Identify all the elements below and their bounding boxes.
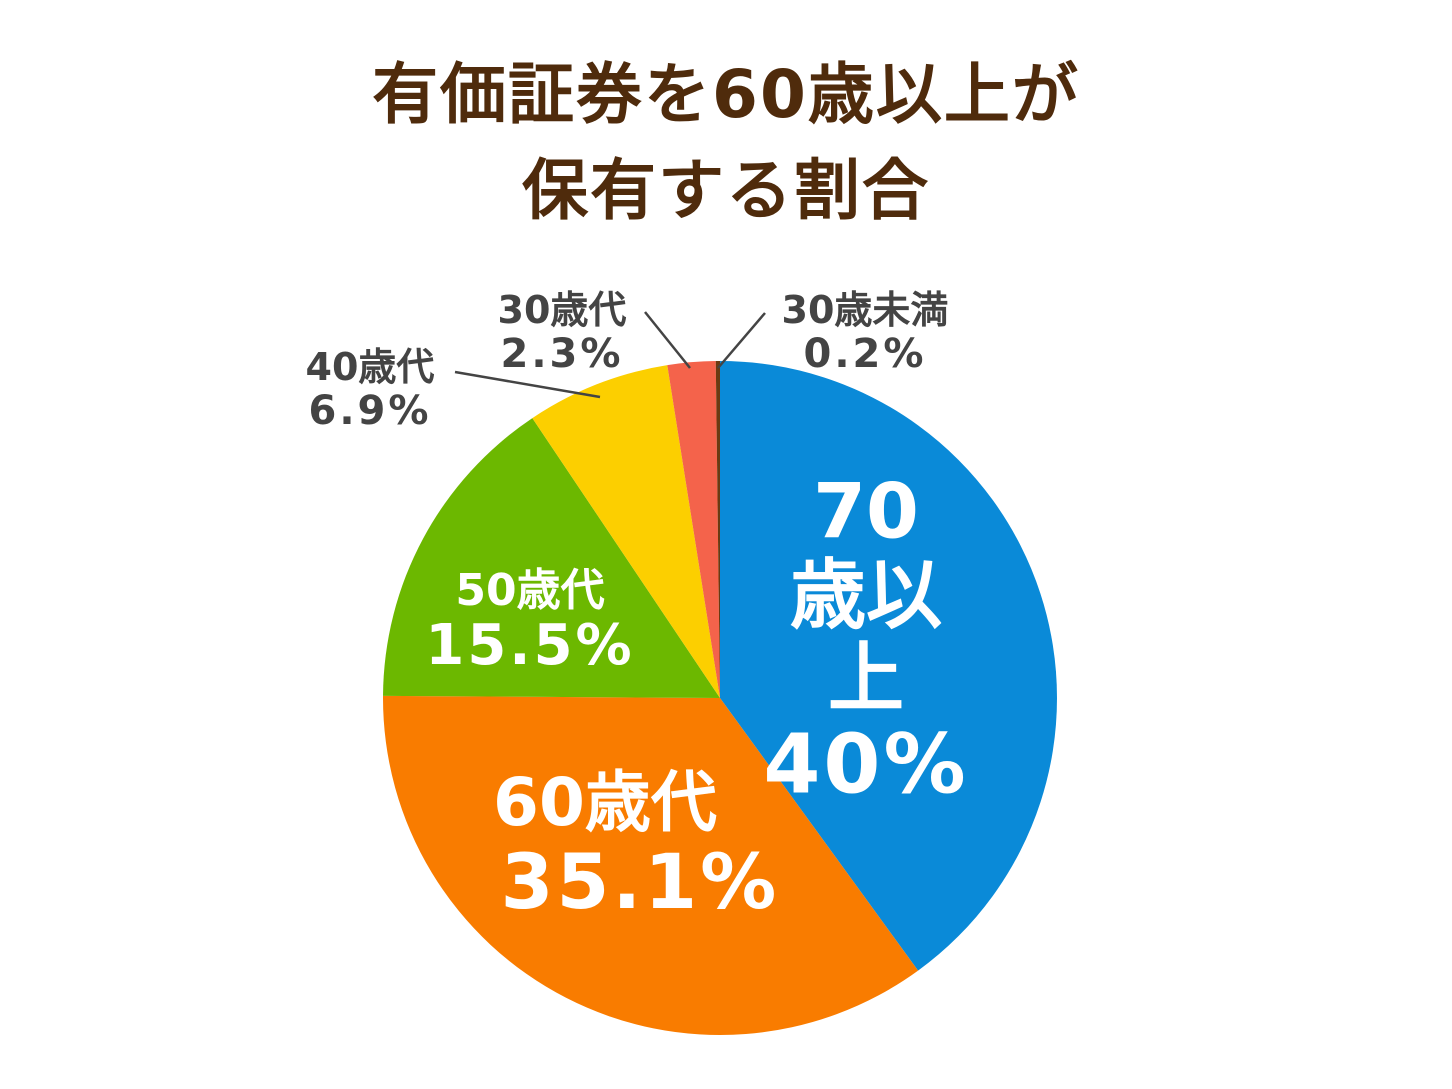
pie-slice <box>382 695 919 1035</box>
value-label: 35.1% <box>500 836 780 926</box>
slice-label: 50歳代 15.5% <box>420 565 640 679</box>
slice-label: 40歳代 6.9% <box>275 345 465 434</box>
pie-slice <box>667 361 720 698</box>
chart-title: 有価証券を60歳以上が <box>372 56 1080 133</box>
leader-line <box>644 311 691 369</box>
value-label: 2.3% <box>500 330 624 377</box>
slice-label: 70歳以上 40% <box>763 466 969 813</box>
value-label: 40% <box>763 717 969 813</box>
leader-line <box>454 370 601 399</box>
chart-title: 保有する割合 <box>522 152 930 229</box>
category-label: 30歳代 <box>497 288 627 333</box>
category-label: 30歳未満 <box>781 288 949 333</box>
slice-label: 30歳代 2.3% <box>467 288 657 377</box>
pie-slice <box>532 365 720 698</box>
category-label: 70歳以上 <box>789 466 942 723</box>
pie-slice <box>383 418 720 698</box>
value-label: 0.2% <box>803 330 927 377</box>
slice-label: 60歳代 35.1% <box>431 763 780 926</box>
value-label: 6.9% <box>308 387 432 434</box>
category-label: 50歳代 <box>455 565 605 617</box>
category-label: 40歳代 <box>305 345 435 390</box>
pie-slice <box>715 361 720 698</box>
leader-line <box>717 312 766 369</box>
slice-label: 30歳未満 0.2% <box>770 288 960 377</box>
pie-slice <box>720 361 1057 971</box>
category-label: 60歳代 <box>493 763 717 841</box>
value-label: 15.5% <box>425 613 635 679</box>
